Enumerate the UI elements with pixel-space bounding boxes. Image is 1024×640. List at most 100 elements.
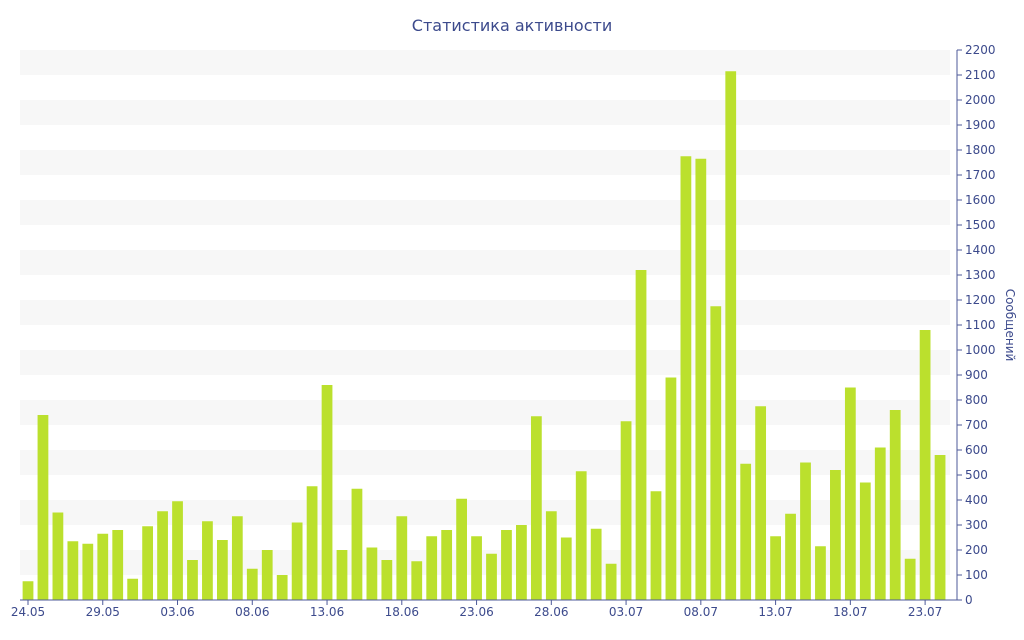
- x-tick-label: 13.07: [758, 605, 792, 619]
- x-tick-label: 08.06: [235, 605, 269, 619]
- bar: [471, 536, 482, 600]
- bar: [800, 462, 811, 600]
- bar: [650, 491, 662, 600]
- bar: [366, 547, 378, 600]
- bar: [710, 306, 722, 600]
- y-tick-label: 400: [965, 493, 988, 507]
- y-tick-label: 1800: [965, 143, 996, 157]
- bar: [859, 482, 871, 600]
- bar: [52, 512, 64, 600]
- y-tick-label: 2000: [965, 93, 996, 107]
- bar: [441, 530, 453, 600]
- bar: [291, 522, 303, 600]
- bar: [725, 71, 737, 600]
- bar: [261, 550, 273, 600]
- y-tick-label: 1700: [965, 168, 996, 182]
- bar: [246, 568, 258, 600]
- bar: [381, 560, 393, 600]
- bar: [904, 558, 916, 600]
- y-tick-label: 500: [965, 468, 988, 482]
- y-tick-label: 100: [965, 568, 988, 582]
- bar: [919, 330, 931, 600]
- bar: [306, 486, 318, 600]
- x-tick-label: 24.05: [11, 605, 45, 619]
- grid-bands: [20, 50, 950, 575]
- bar: [426, 536, 438, 600]
- bar: [695, 158, 707, 600]
- x-tick-label: 03.06: [160, 605, 194, 619]
- bar: [620, 421, 632, 600]
- bar: [575, 471, 587, 600]
- grid-band: [20, 200, 950, 225]
- bar-series: [22, 71, 946, 600]
- x-tick-label: 23.06: [459, 605, 493, 619]
- grid-band: [20, 350, 950, 375]
- bar: [172, 501, 183, 600]
- y-tick-label: 600: [965, 443, 988, 457]
- bar: [545, 511, 557, 600]
- bar: [157, 511, 168, 600]
- bar: [740, 463, 752, 600]
- bar: [336, 550, 348, 600]
- bar: [560, 537, 572, 600]
- bar: [635, 270, 647, 600]
- bar: [22, 581, 34, 600]
- x-tick-label: 29.05: [86, 605, 120, 619]
- grid-band: [20, 300, 950, 325]
- bar: [934, 455, 946, 600]
- y-tick-label: 1900: [965, 118, 996, 132]
- bar: [530, 416, 542, 600]
- y-tick-label: 900: [965, 368, 988, 382]
- y-tick-label: 1600: [965, 193, 996, 207]
- bar: [321, 385, 333, 600]
- bar: [142, 526, 153, 600]
- grid-band: [20, 150, 950, 175]
- bar: [680, 156, 692, 600]
- y-tick-label: 1100: [965, 318, 996, 332]
- bar: [874, 447, 886, 600]
- y-tick-label: 700: [965, 418, 988, 432]
- y-tick-label: 1400: [965, 243, 996, 257]
- bar: [231, 516, 243, 600]
- bar: [785, 513, 796, 600]
- y-axis: 0 100 200 300 400 500 600 700 800 900 1000 1100 1200…: [956, 43, 996, 607]
- y-tick-label: 1200: [965, 293, 996, 307]
- y-tick-label: 0: [965, 593, 973, 607]
- bar: [411, 561, 423, 600]
- grid-band: [20, 50, 950, 75]
- bar: [97, 533, 109, 600]
- y-tick-label: 2100: [965, 68, 996, 82]
- bar: [276, 575, 288, 600]
- bar: [665, 377, 677, 600]
- y-tick-label: 1500: [965, 218, 996, 232]
- bar: [37, 415, 49, 600]
- bar: [605, 563, 617, 600]
- bar: [202, 521, 213, 600]
- y-tick-label: 2200: [965, 43, 996, 57]
- bar: [127, 578, 139, 600]
- bar: [516, 525, 527, 600]
- x-tick-label: 28.06: [534, 605, 568, 619]
- x-axis: 24.05 29.05 03.06 08.06 13.06 18.06 23.06 28.06…: [11, 599, 957, 619]
- grid-band: [20, 400, 950, 425]
- bar: [755, 406, 767, 600]
- bar: [351, 488, 363, 600]
- bar: [396, 516, 408, 600]
- bar: [815, 546, 826, 600]
- bar: [67, 541, 79, 600]
- bar: [501, 530, 512, 600]
- bar: [844, 387, 856, 600]
- y-tick-label: 1000: [965, 343, 996, 357]
- y-axis-label: Сообщений: [1003, 289, 1017, 362]
- bar: [216, 540, 228, 600]
- bar: [456, 498, 467, 600]
- bar: [889, 410, 901, 600]
- x-tick-label: 18.07: [833, 605, 867, 619]
- x-tick-label: 03.07: [609, 605, 643, 619]
- grid-band: [20, 250, 950, 275]
- x-tick-label: 18.06: [385, 605, 419, 619]
- y-tick-label: 200: [965, 543, 988, 557]
- chart-title: Статистика активности: [412, 16, 612, 35]
- y-tick-label: 300: [965, 518, 988, 532]
